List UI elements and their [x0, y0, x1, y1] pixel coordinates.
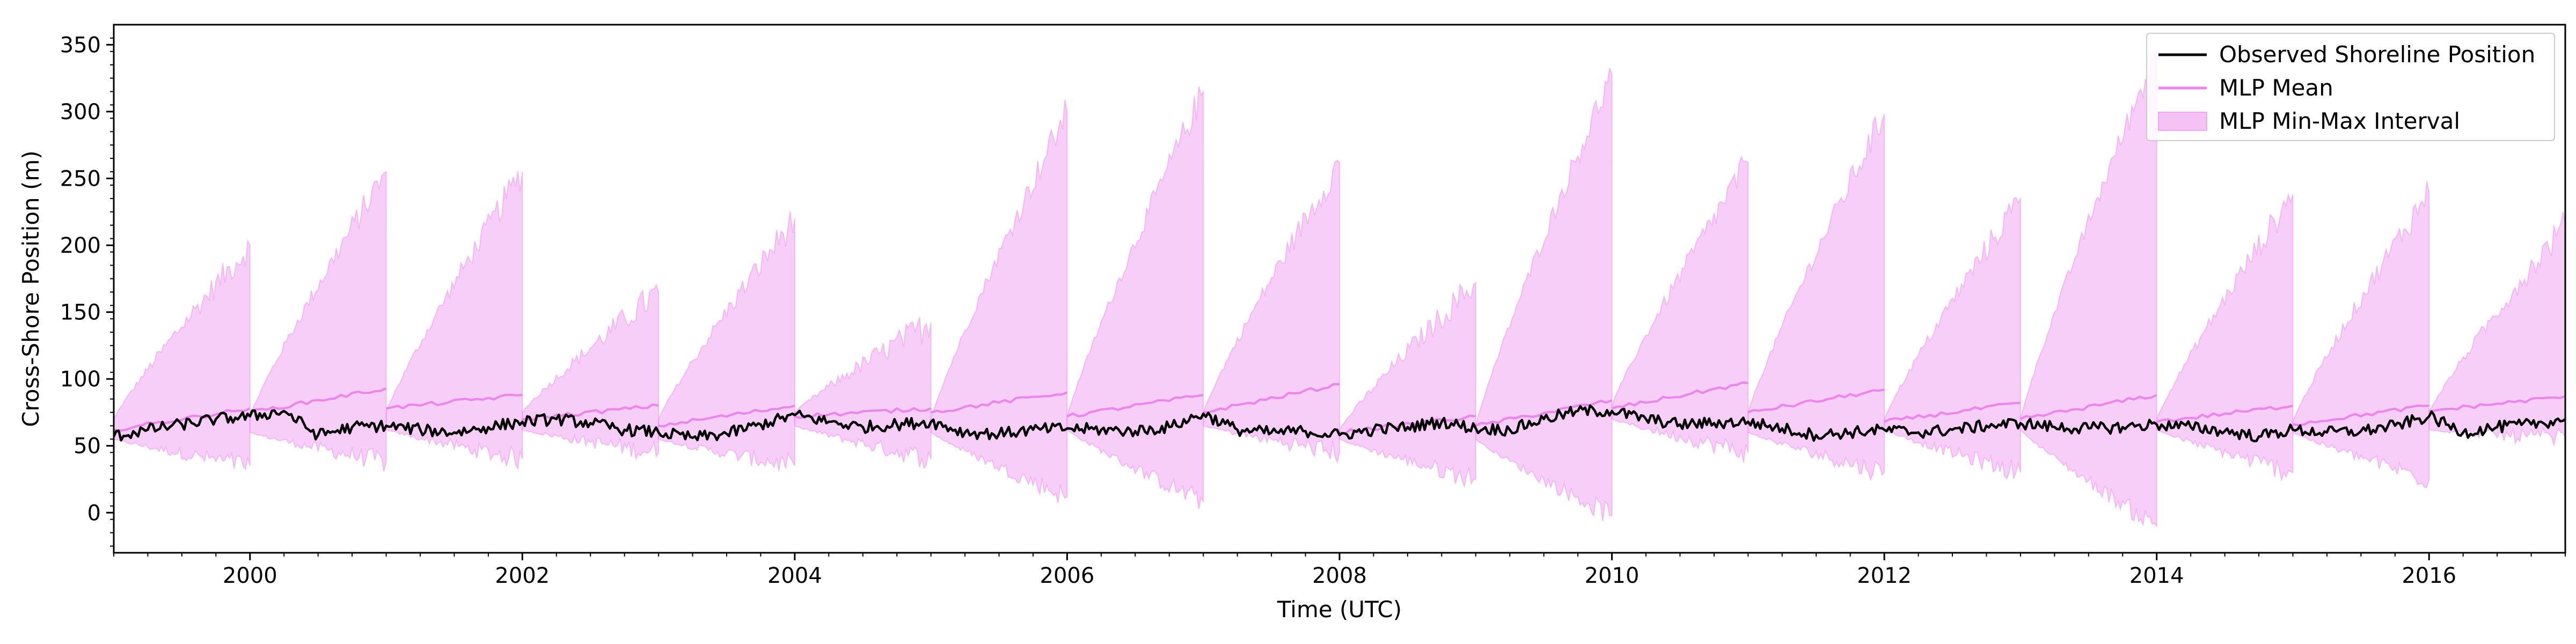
mlp-mean-segment-6: [931, 391, 1068, 414]
x-tick-label: 2002: [495, 564, 550, 588]
band-segment-16: [2292, 181, 2430, 488]
mlp-mean-segment-8: [1203, 383, 1340, 414]
legend-label-observed: Observed Shoreline Position: [2219, 41, 2535, 68]
mlp-mean-segment-7: [1066, 394, 1204, 418]
band-segment-14: [2019, 49, 2157, 528]
y-tick-label: 300: [60, 100, 101, 125]
tick-layer: 2000 2002 2004 2006 2008 2010 2012 2014 2016 0 50 1…: [60, 33, 2566, 588]
band-segment-9: [1339, 281, 1476, 488]
observed-shoreline-line: [114, 404, 2565, 443]
x-tick-label: 2008: [1312, 564, 1367, 588]
y-axis-label: Cross-Shore Position (m): [18, 150, 44, 427]
legend-box: [2146, 33, 2555, 141]
band-segment-10: [1475, 68, 1613, 522]
mlp-mean-segment-5: [794, 407, 932, 419]
y-tick-label: 100: [60, 367, 101, 392]
mlp-mean-segment-16: [2293, 404, 2429, 427]
legend-label-mean: MLP Mean: [2219, 75, 2333, 101]
mlp-mean-segment-4: [658, 405, 795, 428]
y-tick-label: 50: [74, 434, 101, 459]
mlp-mean-segment-2: [386, 393, 523, 409]
y-tick-label: 250: [60, 166, 101, 191]
legend: Observed Shoreline Position MLP Mean MLP…: [2146, 33, 2555, 141]
mlp-mean-segment-12: [1747, 389, 1885, 414]
y-tick-label: 350: [60, 33, 101, 57]
y-tick-label: 200: [60, 233, 101, 258]
x-tick-label: 2006: [1040, 564, 1095, 588]
y-tick-label: 150: [60, 301, 101, 325]
mlp-mean-segment-0: [114, 407, 251, 432]
x-tick-label: 2016: [2402, 564, 2456, 588]
plot-area: [114, 49, 2565, 528]
band-segment-8: [1203, 159, 1340, 464]
mlp-mean-segment-13: [1884, 402, 2021, 423]
mlp-mean-layer: [114, 381, 2565, 435]
band-segment-1: [249, 171, 387, 472]
band-segment-11: [1611, 155, 1749, 463]
legend-label-band: MLP Min-Max Interval: [2219, 108, 2460, 134]
band-segment-0: [114, 239, 251, 471]
band-segment-13: [1884, 196, 2021, 480]
observed-line-layer: [114, 404, 2565, 443]
band-segment-5: [794, 317, 932, 470]
mlp-mean-segment-15: [2156, 405, 2293, 423]
x-tick-label: 2000: [223, 564, 277, 588]
mlp-mean-segment-17: [2429, 395, 2565, 412]
band-segment-2: [385, 171, 523, 471]
y-tick-label: 0: [87, 501, 101, 525]
x-axis-label: Time (UTC): [1277, 596, 1402, 623]
mlp-mean-segment-1: [249, 387, 387, 414]
band-segment-12: [1747, 114, 1885, 481]
min-max-band-layer: [114, 49, 2565, 528]
x-tick-label: 2004: [767, 564, 822, 588]
mlp-mean-segment-14: [2019, 394, 2157, 420]
x-tick-label: 2010: [1585, 564, 1640, 588]
band-segment-6: [930, 99, 1068, 503]
mlp-mean-segment-11: [1611, 381, 1748, 409]
x-tick-label: 2012: [1857, 564, 1912, 588]
band-segment-4: [658, 211, 795, 472]
band-segment-7: [1066, 86, 1204, 509]
x-tick-label: 2014: [2129, 564, 2184, 588]
legend-key-band: [2158, 112, 2207, 131]
